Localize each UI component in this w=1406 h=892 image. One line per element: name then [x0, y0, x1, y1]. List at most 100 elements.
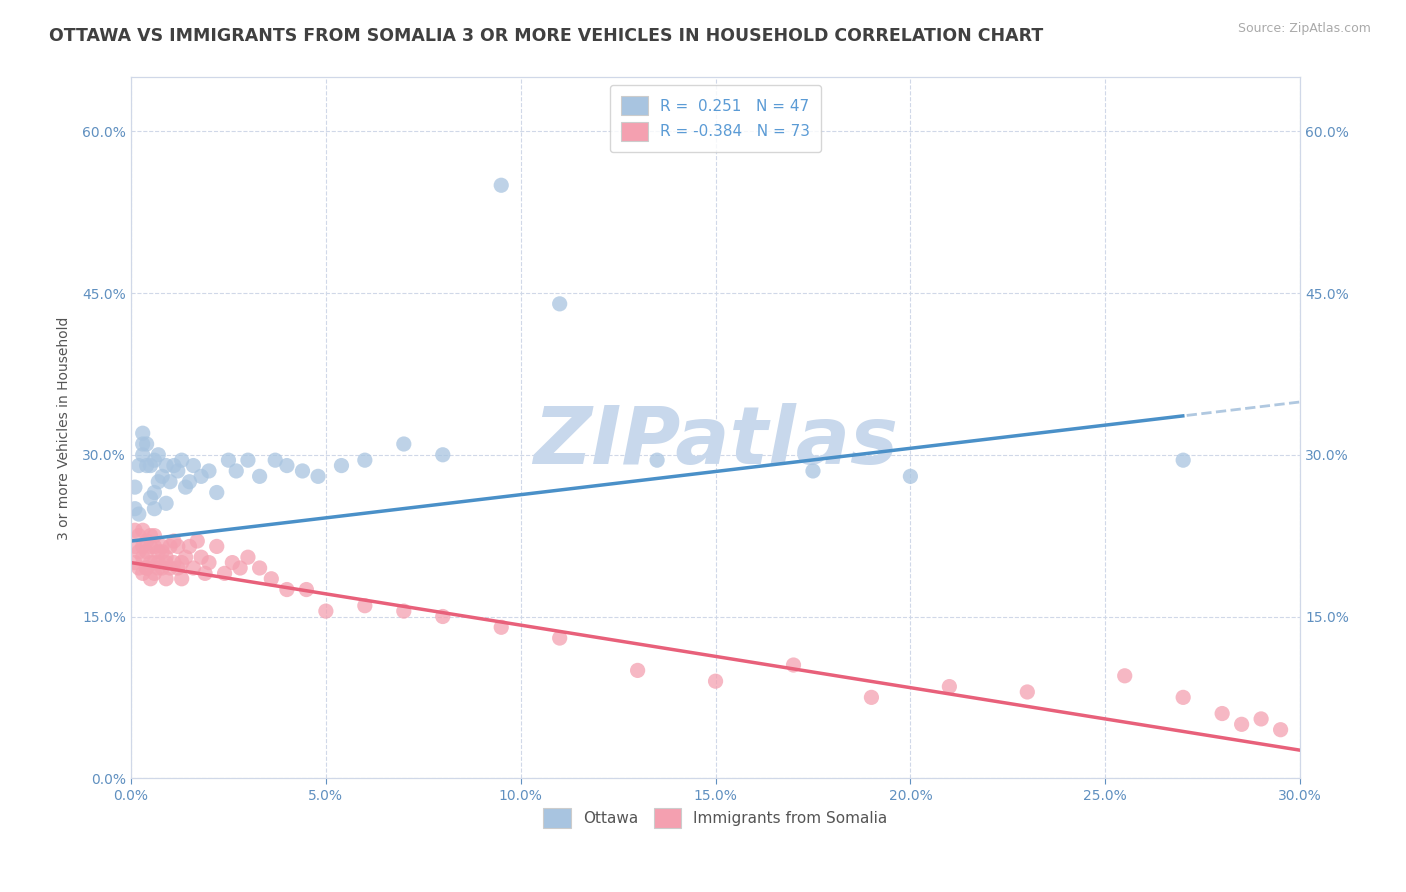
Point	[276, 458, 298, 473]
Point	[330, 458, 353, 473]
Point	[194, 566, 217, 581]
Point	[1173, 453, 1195, 467]
Point	[548, 631, 571, 645]
Point	[166, 464, 188, 478]
Point	[128, 545, 150, 559]
Point	[291, 464, 314, 478]
Point	[150, 545, 173, 559]
Text: OTTAWA VS IMMIGRANTS FROM SOMALIA 3 OR MORE VEHICLES IN HOUSEHOLD CORRELATION CH: OTTAWA VS IMMIGRANTS FROM SOMALIA 3 OR M…	[49, 27, 1043, 45]
Point	[170, 572, 193, 586]
Y-axis label: 3 or more Vehicles in Household: 3 or more Vehicles in Household	[58, 316, 72, 540]
Point	[135, 437, 157, 451]
Point	[166, 561, 188, 575]
Point	[938, 680, 960, 694]
Point	[148, 475, 170, 489]
Point	[128, 561, 150, 575]
Point	[143, 540, 166, 554]
Point	[225, 464, 247, 478]
Point	[159, 561, 181, 575]
Point	[150, 561, 173, 575]
Point	[645, 453, 668, 467]
Point	[150, 540, 173, 554]
Text: Source: ZipAtlas.com: Source: ZipAtlas.com	[1237, 22, 1371, 36]
Point	[155, 496, 177, 510]
Point	[315, 604, 337, 618]
Point	[205, 540, 228, 554]
Point	[166, 540, 188, 554]
Point	[1230, 717, 1253, 731]
Point	[205, 485, 228, 500]
Point	[132, 437, 155, 451]
Point	[163, 458, 186, 473]
Point	[148, 556, 170, 570]
Point	[124, 540, 146, 554]
Point	[132, 523, 155, 537]
Point	[163, 534, 186, 549]
Point	[143, 485, 166, 500]
Point	[143, 453, 166, 467]
Point	[139, 458, 162, 473]
Point	[392, 437, 415, 451]
Point	[143, 556, 166, 570]
Point	[139, 528, 162, 542]
Point	[264, 453, 287, 467]
Point	[801, 464, 824, 478]
Point	[132, 448, 155, 462]
Point	[132, 426, 155, 441]
Point	[132, 566, 155, 581]
Point	[186, 534, 208, 549]
Point	[704, 674, 727, 689]
Point	[489, 178, 512, 193]
Point	[170, 556, 193, 570]
Point	[143, 528, 166, 542]
Point	[159, 540, 181, 554]
Point	[626, 664, 648, 678]
Point	[221, 556, 243, 570]
Point	[236, 550, 259, 565]
Point	[217, 453, 239, 467]
Point	[179, 475, 201, 489]
Point	[155, 556, 177, 570]
Point	[198, 464, 221, 478]
Point	[198, 556, 221, 570]
Point	[163, 556, 186, 570]
Point	[132, 550, 155, 565]
Point	[155, 572, 177, 586]
Text: ZIPatlas: ZIPatlas	[533, 403, 898, 481]
Point	[128, 458, 150, 473]
Point	[159, 475, 181, 489]
Point	[124, 523, 146, 537]
Point	[260, 572, 283, 586]
Point	[548, 297, 571, 311]
Point	[155, 550, 177, 565]
Point	[489, 620, 512, 634]
Point	[135, 458, 157, 473]
Point	[128, 528, 150, 542]
Point	[249, 561, 271, 575]
Point	[249, 469, 271, 483]
Point	[179, 540, 201, 554]
Point	[214, 566, 236, 581]
Point	[139, 491, 162, 505]
Point	[1173, 690, 1195, 705]
Point	[135, 561, 157, 575]
Point	[229, 561, 252, 575]
Point	[174, 480, 197, 494]
Point	[139, 556, 162, 570]
Point	[143, 501, 166, 516]
Point	[128, 507, 150, 521]
Point	[353, 599, 375, 613]
Point	[148, 561, 170, 575]
Point	[392, 604, 415, 618]
Point	[135, 561, 157, 575]
Point	[132, 540, 155, 554]
Point	[124, 480, 146, 494]
Point	[190, 469, 212, 483]
Point	[236, 453, 259, 467]
Point	[190, 550, 212, 565]
Point	[174, 550, 197, 565]
Point	[143, 566, 166, 581]
Point	[782, 658, 804, 673]
Point	[432, 609, 454, 624]
Point	[1017, 685, 1039, 699]
